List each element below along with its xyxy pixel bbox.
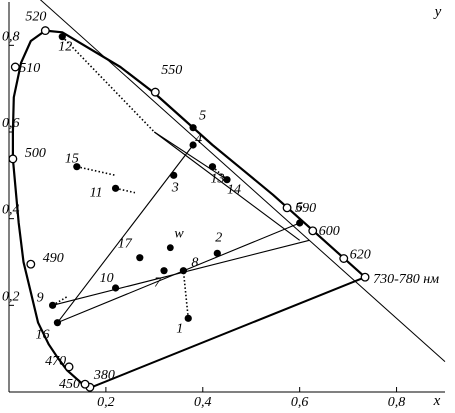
sample-point-label: 5 xyxy=(199,109,206,124)
sample-point-label: 16 xyxy=(35,328,49,343)
sample-point xyxy=(296,219,304,227)
wavelength-marker xyxy=(26,259,36,269)
labels-layer: yx0,2 0,4 0,6 0,80,20,40,60,852051050049047… xyxy=(2,4,442,410)
wavelength-marker xyxy=(360,272,370,282)
wavelength-marker xyxy=(40,26,50,36)
sample-point xyxy=(53,319,62,327)
wavelength-label: 380 xyxy=(93,368,115,383)
x-tick-label: 0,6 xyxy=(291,395,309,408)
sample-point-label: 7 xyxy=(154,276,162,291)
sample-point-label: 4 xyxy=(195,132,202,147)
connector-16-4 xyxy=(57,144,194,324)
sample-point-label: 13 xyxy=(210,172,224,187)
sample-point xyxy=(184,314,192,322)
wavelength-marker xyxy=(282,203,292,213)
sample-point-label: 17 xyxy=(118,237,133,252)
white-point-label: w xyxy=(174,227,184,242)
sample-point xyxy=(160,267,168,275)
wavelength-label: 590 xyxy=(295,201,316,216)
wavelength-marker xyxy=(8,154,18,164)
sample-point-label: 10 xyxy=(100,271,114,286)
sample-point xyxy=(179,267,187,275)
wavelength-label: 500 xyxy=(25,146,46,161)
sample-point xyxy=(111,284,120,292)
dotted-1-8 xyxy=(182,270,190,319)
sample-point-label: 2 xyxy=(215,230,222,245)
connector-top xyxy=(154,131,228,181)
wavelength-label: 520 xyxy=(25,10,46,25)
x-tick-label: 0,8 xyxy=(388,395,406,408)
x-axis-label: x xyxy=(433,393,441,408)
wavelength-marker xyxy=(10,62,20,72)
wavelength-label: 470 xyxy=(45,354,66,369)
wavelength-marker xyxy=(64,362,74,372)
dotted-12 xyxy=(61,36,155,133)
sample-point xyxy=(189,141,197,149)
sample-point xyxy=(111,184,120,192)
sample-point xyxy=(189,124,197,132)
sample-point xyxy=(49,301,57,309)
marks-layer xyxy=(8,26,370,392)
sample-point xyxy=(213,249,221,257)
sample-point xyxy=(58,33,66,41)
x-tick-label: 0,4 xyxy=(194,395,212,408)
purple-line xyxy=(89,276,366,390)
connector-16-6 xyxy=(57,222,300,324)
wavelength-marker xyxy=(80,379,90,389)
x-plus-y-equals-one-line xyxy=(39,0,446,363)
wavelength-label: 490 xyxy=(43,251,64,266)
sample-point-label: 11 xyxy=(90,185,103,200)
wavelength-label: 620 xyxy=(350,248,371,263)
sample-point xyxy=(136,254,144,262)
sample-point xyxy=(73,163,81,171)
sample-point-label: 6 xyxy=(296,200,303,215)
y-tick-label: 0,4 xyxy=(2,203,20,218)
spectral-locus-layer xyxy=(11,29,366,390)
y-tick-label: 0,8 xyxy=(2,29,20,44)
wavelength-label: 510 xyxy=(19,61,40,76)
dotted-15 xyxy=(76,165,116,177)
sample-point xyxy=(170,171,178,179)
x-tick-label: 0,2 xyxy=(97,395,115,408)
sample-point-label: 1 xyxy=(176,321,183,336)
y-tick-label: 0,2 xyxy=(2,289,20,304)
sample-point-label: 9 xyxy=(37,290,44,305)
sample-point-label: 12 xyxy=(58,40,72,55)
white-point-marker xyxy=(166,244,174,252)
wavelength-marker xyxy=(150,87,160,97)
y-tick-label: 0,6 xyxy=(2,116,20,131)
dotted-9 xyxy=(52,295,68,307)
wavelength-label: 600 xyxy=(319,224,340,239)
sample-point xyxy=(208,163,217,171)
spectral-locus xyxy=(11,29,366,390)
connector-diag xyxy=(154,131,300,241)
wavelength-label: 730-780 нм xyxy=(373,272,439,287)
wavelength-label: 450 xyxy=(59,377,80,392)
wavelength-marker xyxy=(339,254,349,263)
sample-point-label: 15 xyxy=(65,152,79,167)
y-axis-label: y xyxy=(433,4,442,20)
sample-point-label: 3 xyxy=(171,180,179,195)
wavelength-label: 550 xyxy=(161,63,182,78)
sample-point-label: 8 xyxy=(191,256,198,271)
sample-point-label: 14 xyxy=(227,183,241,198)
sample-point xyxy=(223,176,231,184)
wavelength-marker xyxy=(308,226,318,236)
